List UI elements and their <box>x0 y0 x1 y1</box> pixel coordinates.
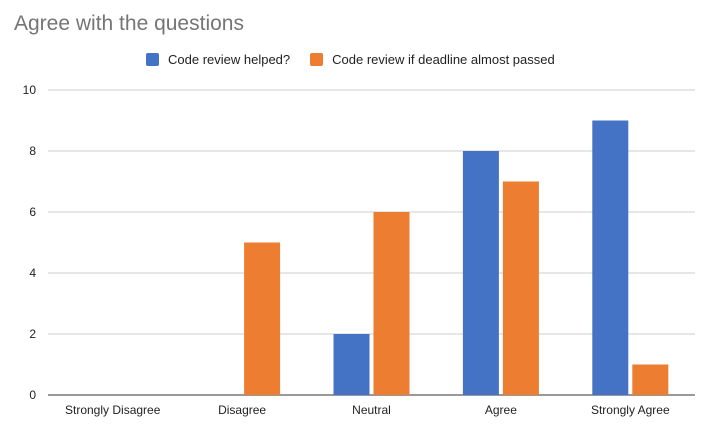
x-category-label: Neutral <box>352 403 391 417</box>
bar-series-2 <box>502 181 539 395</box>
legend-label-series-1: Code review helped? <box>168 52 291 67</box>
y-tick-label: 2 <box>29 327 36 341</box>
legend-label-series-2: Code review if deadline almost passed <box>332 52 555 67</box>
bar-series-1 <box>592 120 629 395</box>
chart-legend: Code review helped? Code review if deadl… <box>146 52 575 67</box>
chart-title: Agree with the questions <box>14 12 244 35</box>
bar-series-2 <box>632 364 669 395</box>
legend-swatch-series-1 <box>146 53 159 66</box>
y-tick-label: 8 <box>29 144 36 158</box>
bar-series-1 <box>462 151 499 395</box>
x-category-label: Strongly Disagree <box>65 403 161 417</box>
y-tick-label: 10 <box>23 83 37 97</box>
y-tick-label: 0 <box>29 388 36 402</box>
bar-series-2 <box>373 212 410 395</box>
bar-series-2 <box>244 242 281 395</box>
legend-item-series-1: Code review helped? <box>146 52 290 67</box>
legend-swatch-series-2 <box>310 53 324 66</box>
x-category-label: Strongly Agree <box>591 403 670 417</box>
y-tick-label: 4 <box>29 266 36 280</box>
legend-item-series-2: Code review if deadline almost passed <box>310 52 555 67</box>
x-category-label: Disagree <box>218 403 266 417</box>
y-tick-label: 6 <box>29 205 36 219</box>
x-category-label: Agree <box>485 403 517 417</box>
bar-series-1 <box>333 334 370 395</box>
